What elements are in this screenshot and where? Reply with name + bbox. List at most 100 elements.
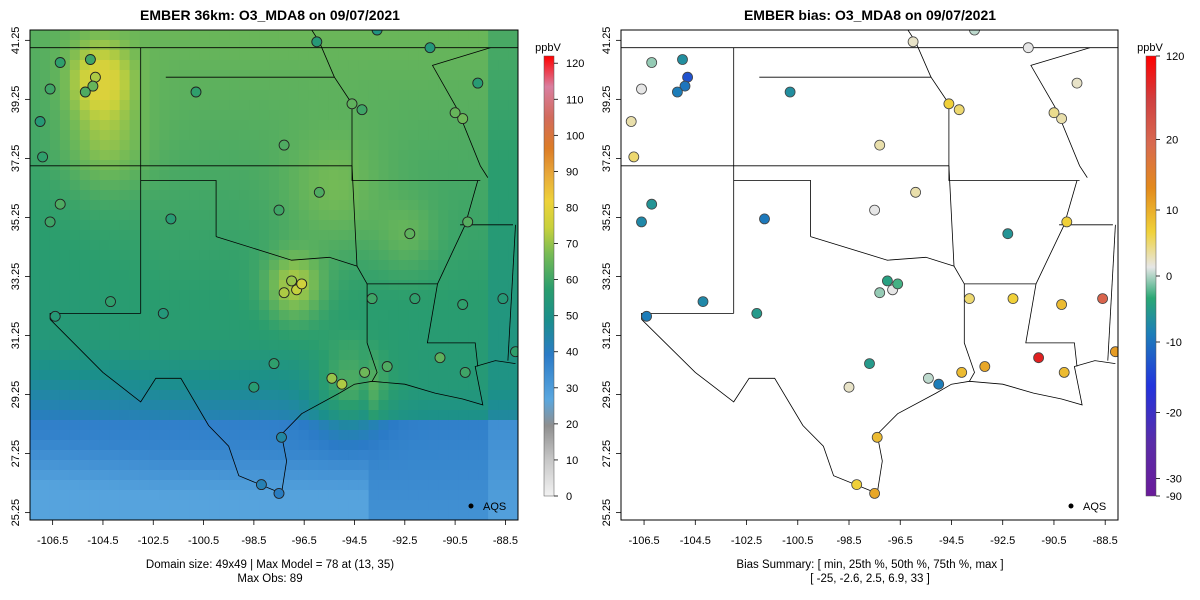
model-cell — [418, 180, 429, 191]
model-cell — [189, 510, 200, 520]
model-cell — [199, 220, 210, 231]
station-bias-dot — [907, 36, 919, 48]
model-cell — [368, 330, 380, 341]
model-cell — [139, 360, 151, 371]
model-cell — [348, 470, 360, 481]
model-cell — [59, 230, 71, 241]
model-cell — [219, 510, 230, 520]
model-cell — [428, 400, 439, 411]
model-cell — [508, 130, 518, 141]
model-cell — [139, 260, 151, 271]
model-cell — [278, 40, 290, 51]
model-cell — [179, 80, 190, 91]
model-cell — [109, 510, 121, 520]
model-cell — [478, 100, 489, 111]
model-cell — [498, 50, 509, 61]
model-cell — [169, 420, 180, 431]
model-cell — [269, 460, 280, 471]
model-cell — [418, 470, 429, 481]
model-cell — [49, 430, 61, 441]
model-cell — [418, 490, 429, 501]
model-cell — [398, 420, 410, 431]
model-cell — [348, 310, 360, 321]
model-cell — [129, 450, 141, 461]
model-cell — [89, 250, 101, 261]
model-cell — [398, 310, 410, 321]
model-cell — [179, 260, 190, 271]
x-tick-label: -102.5 — [138, 535, 169, 547]
model-cell — [109, 370, 121, 381]
model-cell — [498, 200, 509, 211]
model-cell — [338, 430, 350, 441]
model-cell — [388, 80, 400, 91]
model-cell — [308, 450, 320, 461]
model-cell — [49, 120, 61, 131]
model-cell — [149, 400, 161, 411]
model-cell — [458, 420, 469, 431]
model-cell — [488, 320, 499, 331]
model-cell — [338, 220, 350, 231]
model-cell — [338, 120, 350, 131]
model-cell — [149, 280, 161, 291]
model-cell — [478, 240, 489, 251]
model-cell — [308, 310, 320, 321]
model-cell — [288, 90, 300, 101]
model-cell — [189, 160, 200, 171]
model-cell — [458, 330, 469, 341]
model-cell — [89, 180, 101, 191]
model-cell — [488, 470, 499, 481]
model-cell — [288, 130, 300, 141]
model-cell — [89, 130, 101, 141]
model-cell — [388, 300, 400, 311]
model-cell — [458, 290, 469, 301]
model-cell — [199, 490, 210, 501]
x-tick-label: -92.5 — [392, 535, 417, 547]
model-cell — [318, 80, 330, 91]
colorbar-tick-label: 20 — [1166, 135, 1178, 147]
right-panel: EMBER bias: O3_MDA8 on 09/07/2021 -106.5… — [601, 7, 1184, 585]
model-cell — [428, 420, 439, 431]
model-cell — [438, 490, 449, 501]
model-cell — [488, 270, 499, 281]
model-cell — [338, 130, 350, 141]
model-cell — [139, 150, 151, 161]
model-cell — [49, 210, 61, 221]
station-obs-dot — [89, 71, 101, 83]
model-cell — [229, 290, 240, 301]
model-cell — [139, 130, 151, 141]
model-cell — [278, 340, 290, 351]
model-cell — [169, 360, 180, 371]
model-cell — [298, 350, 310, 361]
model-cell — [109, 60, 121, 71]
model-cell — [179, 390, 190, 401]
model-cell — [468, 390, 479, 401]
model-cell — [508, 220, 518, 231]
model-cell — [398, 410, 410, 421]
model-cell — [398, 190, 410, 201]
model-cell — [199, 310, 210, 321]
model-cell — [209, 510, 220, 520]
model-cell — [229, 40, 240, 51]
model-cell — [448, 450, 459, 461]
model-cell — [69, 440, 81, 451]
model-cell — [149, 60, 161, 71]
model-cell — [278, 260, 290, 271]
station-obs-dot — [273, 487, 285, 499]
model-cell — [338, 190, 350, 201]
model-cell — [199, 370, 210, 381]
model-cell — [239, 430, 250, 441]
model-cell — [99, 470, 111, 481]
model-cell — [488, 60, 499, 71]
model-cell — [139, 120, 151, 131]
model-cell — [318, 340, 330, 351]
model-cell — [408, 490, 420, 501]
model-cell — [169, 340, 180, 351]
model-cell — [498, 500, 509, 511]
model-cell — [89, 200, 101, 211]
model-cell — [368, 410, 380, 421]
model-cell — [229, 370, 240, 381]
model-cell — [159, 420, 171, 431]
model-cell — [39, 190, 51, 201]
model-cell — [99, 460, 111, 471]
model-cell — [478, 90, 489, 101]
